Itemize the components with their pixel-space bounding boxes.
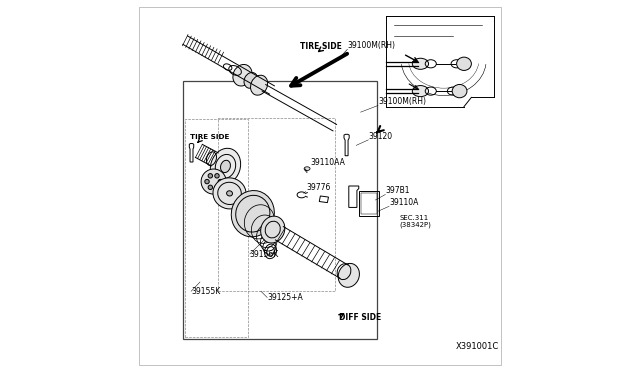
Bar [185, 119, 248, 337]
Polygon shape [319, 196, 328, 203]
Polygon shape [189, 144, 194, 162]
Text: 39100M(RH): 39100M(RH) [378, 97, 426, 106]
Ellipse shape [218, 179, 223, 184]
Bar [359, 191, 379, 216]
Ellipse shape [304, 167, 310, 170]
Text: 39125+A: 39125+A [268, 294, 303, 302]
Text: 39110AA: 39110AA [311, 158, 346, 167]
Ellipse shape [412, 58, 429, 69]
Polygon shape [349, 186, 359, 208]
Ellipse shape [338, 263, 360, 287]
Text: 39110A: 39110A [389, 198, 419, 207]
Ellipse shape [452, 84, 467, 98]
Ellipse shape [201, 169, 226, 194]
Ellipse shape [211, 148, 241, 185]
Ellipse shape [412, 86, 429, 97]
Ellipse shape [260, 216, 285, 243]
Text: TIRE SIDE: TIRE SIDE [190, 134, 229, 140]
Text: 397B1: 397B1 [386, 186, 410, 195]
Text: SEC.311: SEC.311 [399, 215, 429, 221]
Text: 39776: 39776 [306, 183, 330, 192]
Text: TIRE SIDE: TIRE SIDE [300, 42, 342, 51]
Bar [184, 81, 377, 339]
Ellipse shape [215, 185, 220, 190]
Ellipse shape [205, 179, 209, 184]
Ellipse shape [208, 185, 212, 190]
Ellipse shape [231, 190, 275, 237]
Ellipse shape [213, 178, 246, 209]
Ellipse shape [208, 174, 212, 178]
Ellipse shape [227, 191, 232, 196]
Text: 39155K: 39155K [191, 287, 221, 296]
Polygon shape [344, 134, 349, 156]
Text: 39120: 39120 [369, 132, 393, 141]
Ellipse shape [233, 64, 252, 86]
Text: (38342P): (38342P) [399, 222, 431, 228]
Bar [360, 193, 377, 214]
Ellipse shape [215, 174, 220, 178]
Bar [218, 118, 335, 291]
Text: X391001C: X391001C [456, 342, 499, 351]
Ellipse shape [221, 160, 230, 173]
Ellipse shape [250, 75, 268, 95]
Text: DIFF SIDE: DIFF SIDE [339, 312, 381, 322]
Text: 39100M(RH): 39100M(RH) [348, 41, 396, 50]
Text: 39156K: 39156K [250, 250, 279, 259]
Ellipse shape [244, 73, 258, 88]
Ellipse shape [456, 57, 472, 70]
